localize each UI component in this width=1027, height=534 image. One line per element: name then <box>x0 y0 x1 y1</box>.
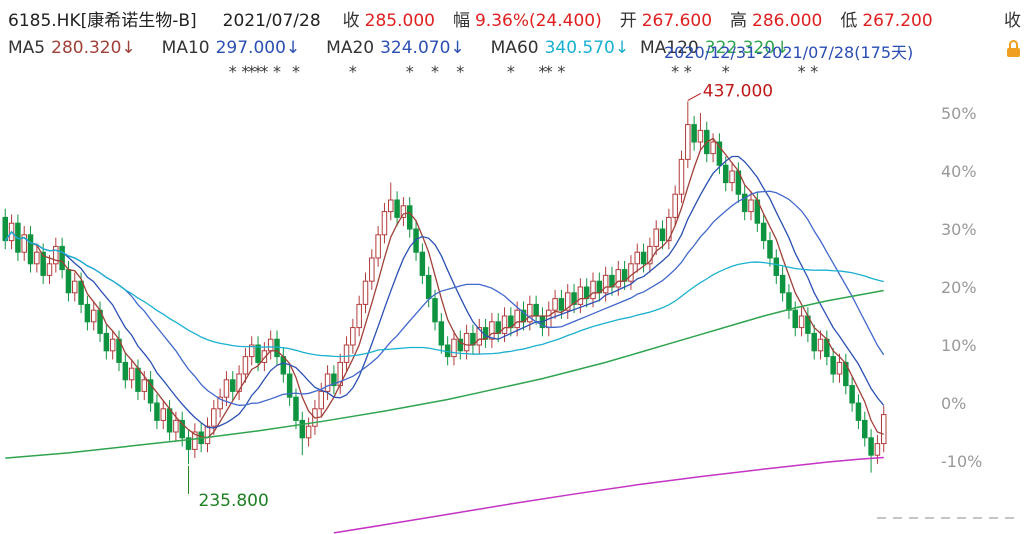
candles-layer <box>2 101 887 473</box>
svg-text:*: * <box>273 62 281 81</box>
ma-line-MA120 <box>5 289 884 459</box>
svg-text:0%: 0% <box>941 394 966 413</box>
ma-line-MA60 <box>4 230 884 358</box>
low-annotation: 235.800 <box>199 491 269 511</box>
open-field: 开 267.600 <box>620 6 712 31</box>
svg-text:*: * <box>545 62 553 81</box>
ma60-indicator: MA60 340.570↓ <box>491 38 629 58</box>
svg-text:30%: 30% <box>941 220 977 239</box>
ma-line-MA20 <box>4 190 885 406</box>
event-star-markers[interactable]: * **** * * * * * * * ** * * * * * * <box>229 62 818 81</box>
ma60-label: MA60 <box>490 38 539 58</box>
ma10-indicator: MA10 297.000↓ <box>162 38 300 58</box>
close-label: 收 <box>342 11 360 31</box>
high-value: 286.000 <box>752 11 823 31</box>
close-field: 收 285.000 <box>343 6 435 31</box>
stock-symbol: 6185.HK[康希诺生物-B] <box>8 11 197 31</box>
high-annotation: 437.000 <box>703 81 773 101</box>
svg-text:*: * <box>229 62 237 81</box>
high-label: 高 <box>730 11 748 31</box>
svg-text:*: * <box>248 62 256 81</box>
ma5-indicator: MA5 280.320↓ <box>8 38 136 58</box>
ma10-value: 297.000↓ <box>215 38 301 58</box>
quote-header: 6185.HK[康希诺生物-B] 2021/07/28 收 285.000 幅 9.… <box>8 6 951 31</box>
ma120-indicator: MA120 322.320↓ <box>640 38 789 58</box>
open-value: 267.600 <box>641 11 713 31</box>
ma5-value: 280.320↓ <box>51 38 136 58</box>
low-field: 低 267.200 <box>840 6 932 31</box>
svg-text:*: * <box>671 62 679 81</box>
ma-legend: MA5 280.320↓ MA10 297.000↓ MA20 324.070↓ MA… <box>8 38 655 58</box>
ma20-indicator: MA20 324.070↓ <box>326 38 464 58</box>
svg-text:*: * <box>507 62 515 81</box>
lock-icon[interactable] <box>1006 40 1021 57</box>
ma5-label: MA5 <box>8 38 46 58</box>
svg-text:40%: 40% <box>941 162 977 181</box>
ma-line-MA250 <box>333 456 884 534</box>
ma20-value: 324.070↓ <box>380 38 465 58</box>
ma-line-MA5 <box>4 137 884 439</box>
svg-text:*: * <box>557 62 565 81</box>
ma-line-MA10 <box>4 155 885 429</box>
open-label: 开 <box>619 11 637 31</box>
lock-shackle <box>1009 40 1018 48</box>
clipped-next-field-label: 收 <box>1004 11 1021 31</box>
percent-axis: 50% 40% 30% 20% 10% 0% -10% <box>941 104 982 471</box>
low-value: 267.200 <box>862 11 933 31</box>
ma60-value: 340.570↓ <box>544 38 630 58</box>
svg-text:*: * <box>684 62 692 81</box>
period-range-text: 2020/12/31-2021/07/28(175天) <box>664 43 914 62</box>
svg-text:*: * <box>538 62 546 81</box>
change-label: 幅 <box>452 11 470 31</box>
svg-text:*: * <box>431 62 439 81</box>
close-value: 285.000 <box>364 11 435 31</box>
lock-body <box>1007 48 1020 57</box>
svg-text:-10%: -10% <box>941 452 982 471</box>
ma120-value: 322.320↓ <box>704 38 790 58</box>
svg-text:*: * <box>456 62 464 81</box>
high-annotation-leader <box>687 92 702 101</box>
svg-text:*: * <box>349 62 357 81</box>
svg-text:*: * <box>798 62 806 81</box>
quote-date: 2021/07/28 <box>222 11 321 31</box>
low-label: 低 <box>840 11 858 31</box>
svg-text:50%: 50% <box>941 104 977 123</box>
ma10-label: MA10 <box>161 38 210 58</box>
svg-text:*: * <box>406 62 414 81</box>
ma120-label: MA120 <box>640 38 699 58</box>
change-value: 9.36%(24.400) <box>474 11 602 31</box>
svg-text:*: * <box>810 62 818 81</box>
svg-text:*: * <box>241 62 249 81</box>
change-field: 幅 9.36%(24.400) <box>453 6 602 31</box>
svg-text:10%: 10% <box>941 336 977 355</box>
svg-text:*: * <box>254 62 262 81</box>
svg-text:*: * <box>292 62 300 81</box>
svg-text:20%: 20% <box>941 278 977 297</box>
svg-text:*: * <box>260 62 268 81</box>
ma20-label: MA20 <box>326 38 375 58</box>
high-field: 高 286.000 <box>730 6 822 31</box>
svg-text:*: * <box>722 62 730 81</box>
